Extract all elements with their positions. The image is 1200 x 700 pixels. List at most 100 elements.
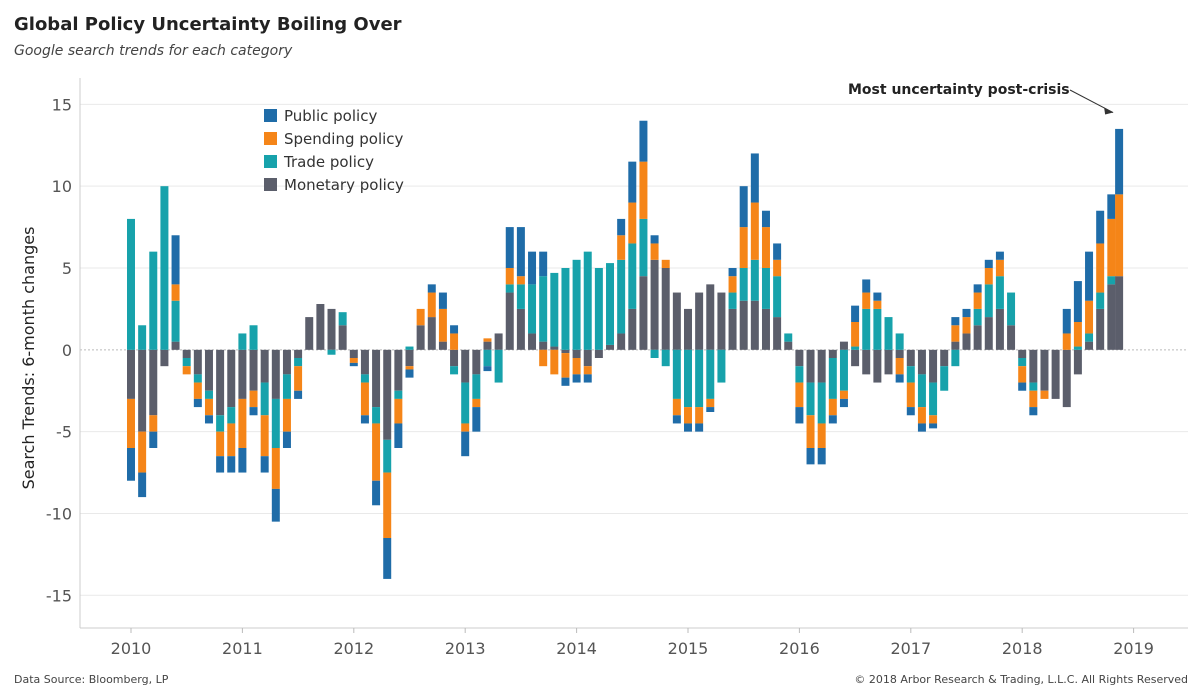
bar-segment-monetary [594, 349, 603, 358]
bar-segment-monetary [739, 300, 748, 350]
bar-segment-trade [773, 276, 782, 318]
bar-segment-monetary [851, 349, 860, 367]
bar-segment-monetary [494, 333, 503, 350]
bar-segment-trade [672, 349, 681, 399]
bar-segment-public [472, 407, 481, 432]
bar-segment-monetary [995, 308, 1004, 350]
bar-segment-monetary [583, 349, 592, 367]
bar-segment-monetary [327, 308, 336, 350]
bar-segment-public [650, 235, 659, 244]
bar-segment-monetary [372, 349, 381, 408]
bar-segment-trade [182, 358, 191, 367]
bar-segment-public [828, 415, 837, 424]
bar-segment-monetary [973, 325, 982, 350]
bar-segment-monetary [750, 300, 759, 350]
bar-segment-spending [539, 349, 548, 367]
bar-segment-monetary [550, 346, 559, 350]
bar-segment-monetary [817, 349, 826, 383]
bar-segment-spending [282, 398, 291, 432]
bar-segment-public [427, 284, 436, 293]
bar-segment-monetary [839, 341, 848, 350]
bar-segment-trade [383, 439, 392, 473]
bar-segment-trade [204, 390, 213, 399]
bar-segment-trade [784, 333, 793, 342]
bar-segment-public [617, 218, 626, 236]
bar-segment-monetary [505, 292, 514, 350]
bar-segment-public [973, 284, 982, 293]
bar-segment-spending [795, 382, 804, 408]
x-tick-label: 2010 [111, 639, 152, 658]
bar-segment-monetary [182, 349, 191, 358]
bar-segment-spending [851, 322, 860, 347]
bar-segment-monetary [873, 349, 882, 383]
bar-segment-trade [929, 382, 938, 416]
bar-segment-spending [1062, 333, 1071, 350]
bar-segment-public [216, 456, 225, 473]
bar-segment-public [862, 279, 871, 293]
annotation-arrowhead [1104, 107, 1114, 115]
bar-segment-trade [606, 263, 615, 345]
bar-segment-monetary [416, 325, 425, 350]
bar-segment-trade [494, 349, 503, 383]
bar-segment-trade [193, 374, 202, 383]
bar-segment-spending [472, 398, 481, 408]
legend-swatch-public [264, 109, 277, 122]
bar-segment-monetary [661, 268, 670, 350]
bar-segment-spending [1040, 390, 1049, 399]
bar-segment-monetary [216, 349, 225, 416]
bar-segment-spending [817, 423, 826, 448]
bar-segment-monetary [472, 349, 481, 375]
axes: 15 10 5 0 -5 -10 -15 2010 2011 2012 2013 2014 2015 20… [19, 78, 1188, 658]
bar-segment-spending [761, 227, 770, 268]
bar-segment-trade [750, 259, 759, 301]
bar-segment-spending [962, 317, 971, 334]
bar-segment-public [795, 407, 804, 424]
bar-segment-monetary [650, 259, 659, 350]
bar-segment-public [695, 423, 704, 432]
bar-segment-trade [450, 366, 459, 375]
bar-segment-monetary [1040, 349, 1049, 391]
bar-segment-spending [828, 398, 837, 416]
bar-segment-public [405, 369, 414, 378]
bar-segment-spending [1085, 300, 1094, 334]
bar-segment-public [360, 415, 369, 424]
bar-segment-public [1096, 210, 1105, 244]
bar-segment-trade [795, 366, 804, 383]
bar-segment-monetary [1115, 276, 1124, 350]
bar-segment-spending [583, 366, 592, 375]
bar-segment-public [984, 259, 993, 268]
bar-segment-monetary [628, 308, 637, 350]
bar-segment-trade [695, 349, 704, 408]
bar-segment-spending [405, 366, 414, 370]
bar-segment-trade [650, 349, 659, 358]
bar-segment-trade [249, 325, 258, 350]
bar-segment-monetary [906, 349, 915, 367]
y-tick-label: 15 [52, 95, 72, 114]
bar-segment-trade [951, 349, 960, 367]
bar-segment-monetary [806, 349, 815, 383]
legend-swatch-monetary [264, 178, 277, 191]
bar-segment-monetary [929, 349, 938, 383]
bar-segment-spending [461, 423, 470, 432]
bar-segment-trade [984, 284, 993, 318]
bar-segment-monetary [394, 349, 403, 391]
bar-segment-spending [639, 161, 648, 219]
bar-segment-trade [160, 186, 169, 350]
bar-segment-trade [149, 251, 158, 350]
bar-segment-public [171, 235, 180, 285]
bar-segment-monetary [305, 317, 314, 350]
bar-segment-spending [516, 276, 525, 285]
bar-segment-trade [806, 382, 815, 416]
bar-segment-public [873, 292, 882, 301]
bar-segment-monetary [294, 349, 303, 358]
bar-segment-trade [594, 268, 603, 350]
bar-segment-monetary [171, 341, 180, 350]
bar-segment-monetary [149, 349, 158, 416]
bar-segment-trade [227, 407, 236, 424]
bar-segment-spending [695, 407, 704, 424]
bar-segment-spending [182, 366, 191, 375]
x-tick-label: 2017 [890, 639, 931, 658]
bar-segment-trade [839, 349, 848, 391]
bar-segment-trade [1085, 333, 1094, 342]
bar-segment-spending [505, 268, 514, 285]
